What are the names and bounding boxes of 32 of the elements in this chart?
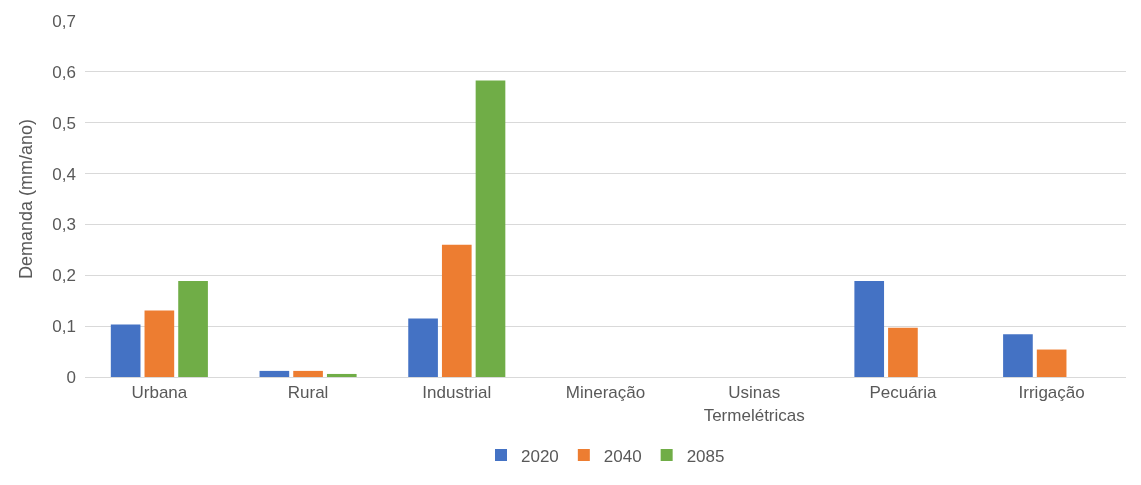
bar xyxy=(178,280,208,377)
y-tick-label: 0,4 xyxy=(52,164,76,184)
y-tick-label: 0 xyxy=(66,367,76,387)
x-tick-label: Industrial xyxy=(422,383,492,403)
y-tick-label: 0,1 xyxy=(52,317,76,337)
bar xyxy=(854,280,885,377)
bar xyxy=(293,370,323,377)
y-tick-label: 0,7 xyxy=(52,11,76,31)
legend-label: 2085 xyxy=(686,446,725,466)
bar xyxy=(408,318,438,377)
y-tick-label: 0,6 xyxy=(52,62,76,82)
x-tick-label: Irrigação xyxy=(1018,383,1085,403)
y-tick-label: 0,3 xyxy=(52,215,76,235)
y-axis-title: Demanda (mm/ano) xyxy=(15,118,36,280)
bar xyxy=(326,373,357,377)
bar xyxy=(888,327,918,377)
bar xyxy=(110,324,141,377)
x-tick-label: Usinas Termelétricas xyxy=(703,383,805,425)
legend-label: 2020 xyxy=(521,446,559,466)
legend-label: 2040 xyxy=(603,446,642,466)
y-tick-label: 0,2 xyxy=(52,266,76,286)
bar xyxy=(259,370,290,377)
bar xyxy=(1036,349,1067,377)
y-tick-label: 0,5 xyxy=(52,113,76,133)
x-tick-label: Pecuária xyxy=(869,383,938,403)
bar xyxy=(144,310,175,377)
x-tick-label: Mineração xyxy=(565,383,646,403)
x-tick-label: Rural xyxy=(287,383,329,403)
bar xyxy=(1003,334,1033,377)
x-tick-label: Urbana xyxy=(131,383,188,403)
bar xyxy=(441,244,472,377)
bar xyxy=(475,80,506,377)
